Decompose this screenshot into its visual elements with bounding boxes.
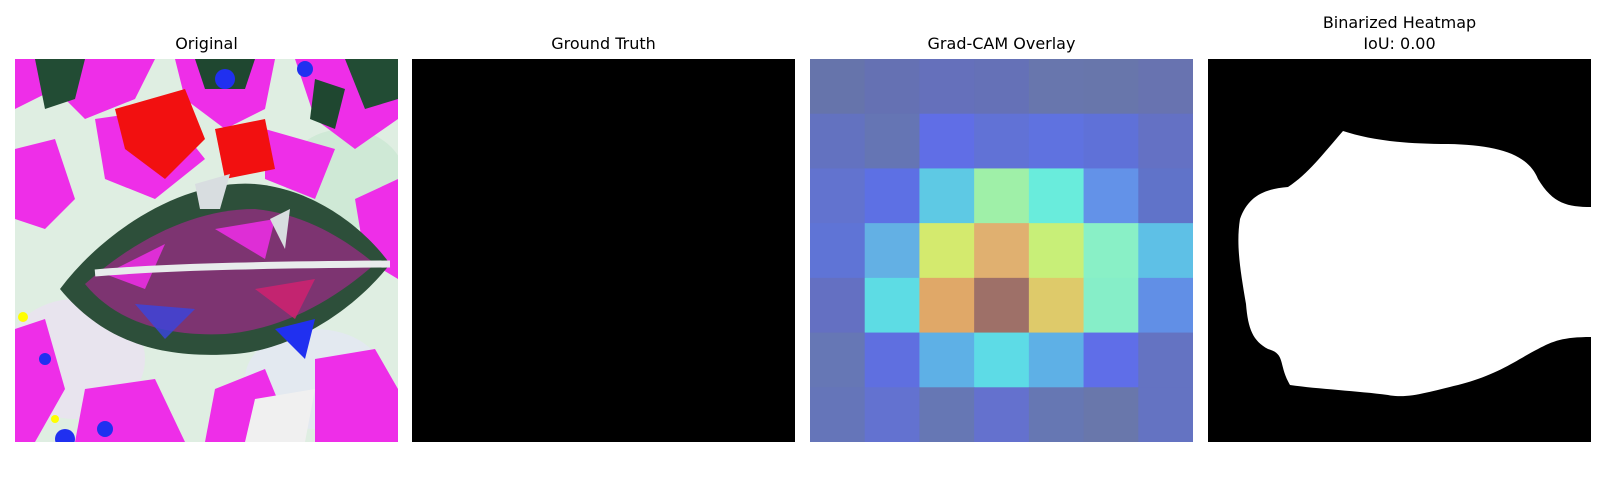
heatmap-cell: [810, 277, 866, 334]
leaf-photo-icon: [15, 59, 398, 442]
gradcam-title: Grad-CAM Overlay: [927, 34, 1076, 53]
heatmap-cell: [919, 387, 975, 442]
heatmap-cell: [1028, 59, 1085, 115]
heatmap-cell: [1028, 277, 1085, 334]
heatmap-cell: [974, 223, 1030, 279]
heatmap-cell: [1138, 332, 1193, 388]
heatmap-cell: [1138, 168, 1193, 224]
heatmap-cell: [974, 277, 1030, 334]
heatmap-cell: [1083, 168, 1139, 224]
heatmap-cell: [864, 113, 921, 170]
heatmap-cell: [1028, 168, 1085, 224]
heatmap-cell: [974, 387, 1030, 442]
heatmap-cell: [919, 59, 975, 115]
heatmap-cell: [974, 168, 1030, 224]
binarized-title-text: Binarized Heatmap: [1322, 13, 1477, 32]
heatmap-cell: [864, 59, 921, 115]
heatmap-cell: [810, 59, 866, 115]
iou-score: IoU: 0.00: [1363, 34, 1436, 53]
heatmap-cell: [919, 168, 975, 224]
heatmap-cell: [1083, 59, 1139, 115]
heatmap-cell: [864, 387, 921, 442]
heatmap-cell: [919, 277, 975, 334]
heatmap-cell: [1083, 277, 1139, 334]
heatmap-cell: [919, 113, 975, 170]
heatmap-cell: [810, 332, 866, 388]
heatmap-cell: [1028, 387, 1085, 442]
gradcam-heatmap: [810, 59, 1193, 442]
heatmap-cell: [810, 168, 866, 224]
heatmap-cell: [1028, 113, 1085, 170]
binarized-mask-shape: [1208, 59, 1591, 442]
heatmap-cell: [810, 223, 866, 279]
ground-truth-mask: [412, 59, 795, 442]
heatmap-cell: [1083, 113, 1139, 170]
gradcam-overlay: [810, 59, 1193, 442]
heatmap-cell: [864, 277, 921, 334]
heatmap-cell: [864, 223, 921, 279]
heatmap-cell: [864, 168, 921, 224]
original-image: [15, 59, 398, 442]
heatmap-cell: [974, 59, 1030, 115]
heatmap-cell: [1028, 332, 1085, 388]
heatmap-cell: [1083, 387, 1139, 442]
original-title: Original: [175, 34, 238, 53]
ground-truth-title: Ground Truth: [551, 34, 656, 53]
heatmap-cell: [1028, 223, 1085, 279]
heatmap-cell: [810, 387, 866, 442]
heatmap-cell: [1138, 387, 1193, 442]
heatmap-cell: [919, 223, 975, 279]
binarized-title: Binarized Heatmap IoU: 0.00: [1208, 12, 1591, 54]
heatmap-cell: [810, 113, 866, 170]
heatmap-cell: [1083, 223, 1139, 279]
binarized-mask: [1208, 59, 1591, 442]
heatmap-cell: [1138, 223, 1193, 279]
heatmap-cell: [974, 332, 1030, 388]
heatmap-cell: [974, 113, 1030, 170]
heatmap-cell: [1138, 59, 1193, 115]
heatmap-cell: [1138, 277, 1193, 334]
heatmap-cell: [919, 332, 975, 388]
heatmap-cell: [864, 332, 921, 388]
heatmap-cell: [1083, 332, 1139, 388]
heatmap-cell: [1138, 113, 1193, 170]
